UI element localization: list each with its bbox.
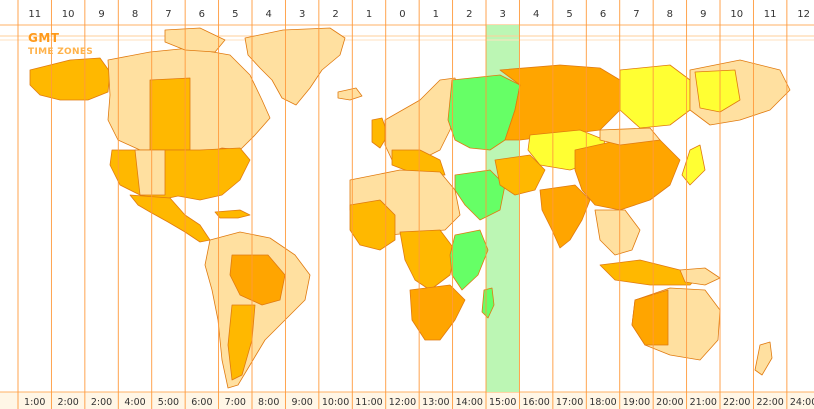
zone-offset-label: 8 [132,9,138,20]
map-title: GMT [28,31,60,45]
time-labels: 1:00 2:00 2:00 4:00 5:00 6:00 7:00 8:00 9:00 10:0… [24,397,814,408]
africa-south-region [409,284,466,341]
india-region [539,184,591,249]
arctic-islands-region [164,27,226,53]
zone-time-label: 12:00 [389,397,416,408]
china-region [574,139,681,211]
iceland-region [337,87,363,101]
zone-offset-label: 9 [98,9,104,20]
zone-time-label: 14:00 [456,397,483,408]
zone-time-label: 22:00 [723,397,750,408]
zone-time-label: 2:00 [57,397,78,408]
time-footer-bar [0,392,814,409]
zone-offset-label: 3 [299,9,305,20]
zone-time-label: 7:00 [225,397,246,408]
zone-offset-label: 6 [199,9,205,20]
new-zealand-region [754,341,773,376]
uk-region [371,117,389,149]
offset-labels: 11 10 9 8 7 6 5 4 3 2 1 0 1 2 3 4 5 6 7 8 9 10 11 12 [28,9,810,20]
zone-offset-label: 4 [533,9,539,20]
zone-time-label: 6:00 [191,397,212,408]
greenland-region [244,27,346,106]
africa-west-region [349,199,396,251]
zone-time-label: 19:00 [623,397,650,408]
caribbean-region [214,209,251,219]
africa-central-region [399,229,456,291]
zone-offset-label: 7 [165,9,171,20]
zone-offset-label: 6 [600,9,606,20]
madagascar-region [481,287,495,319]
brazil-region [229,254,286,306]
usa-region [109,147,251,201]
zone-offset-label: 10 [62,9,75,20]
zone-offset-label: 8 [667,9,673,20]
offset-header-bar [0,0,814,25]
zone-time-label: 16:00 [522,397,549,408]
zone-offset-label: 2 [466,9,472,20]
zone-offset-label: 5 [566,9,572,20]
zone-time-label: 9:00 [291,397,312,408]
canada-central-region [149,77,191,151]
middle-east-region [454,169,506,221]
zone-offset-label: 4 [266,9,272,20]
zone-offset-label: 3 [500,9,506,20]
zone-time-label: 8:00 [258,397,279,408]
argentina-region [227,304,256,381]
zone-lines [17,0,788,409]
zone-offset-label: 5 [232,9,238,20]
zone-time-label: 1:00 [24,397,45,408]
zone-time-label: 22:00 [756,397,783,408]
zone-time-label: 5:00 [158,397,179,408]
zone-time-label: 24:00 [790,397,814,408]
zone-time-label: 15:00 [489,397,516,408]
zone-time-label: 17:00 [556,397,583,408]
japan-region [681,144,706,186]
europe-region [384,77,461,166]
iran-region [494,154,546,196]
southeast-asia-region [594,209,641,256]
zone-time-label: 11:00 [355,397,382,408]
russia-central-region [499,64,621,141]
russia-west-region [447,74,521,151]
zone-offset-label: 0 [399,9,405,20]
russia-siberia-region [619,64,691,129]
zone-offset-label: 11 [28,9,41,20]
zone-offset-label: 11 [764,9,777,20]
zone-offset-label: 2 [332,9,338,20]
zone-time-label: 13:00 [422,397,449,408]
map-subtitle: TIME ZONES [28,47,94,57]
papua-region [679,267,721,286]
landmasses [29,27,791,389]
zone-time-label: 2:00 [91,397,112,408]
zone-offset-label: 10 [730,9,743,20]
zone-offset-label: 1 [433,9,439,20]
mexico-region [129,194,211,243]
zone-offset-label: 7 [633,9,639,20]
banner-decoration [0,35,814,41]
zone-offset-label: 9 [700,9,706,20]
zone-time-label: 4:00 [124,397,145,408]
zone-offset-label: 12 [797,9,810,20]
russia-far-east-region [694,69,741,113]
australia-west-region [631,289,669,346]
africa-east-region [449,229,489,291]
usa-west-region [134,149,166,196]
zone-time-label: 18:00 [589,397,616,408]
zone-time-label: 20:00 [656,397,683,408]
zone-time-label: 10:00 [322,397,349,408]
zone-time-label: 21:00 [690,397,717,408]
mongolia-region [599,127,661,146]
zone-offset-label: 1 [366,9,372,20]
